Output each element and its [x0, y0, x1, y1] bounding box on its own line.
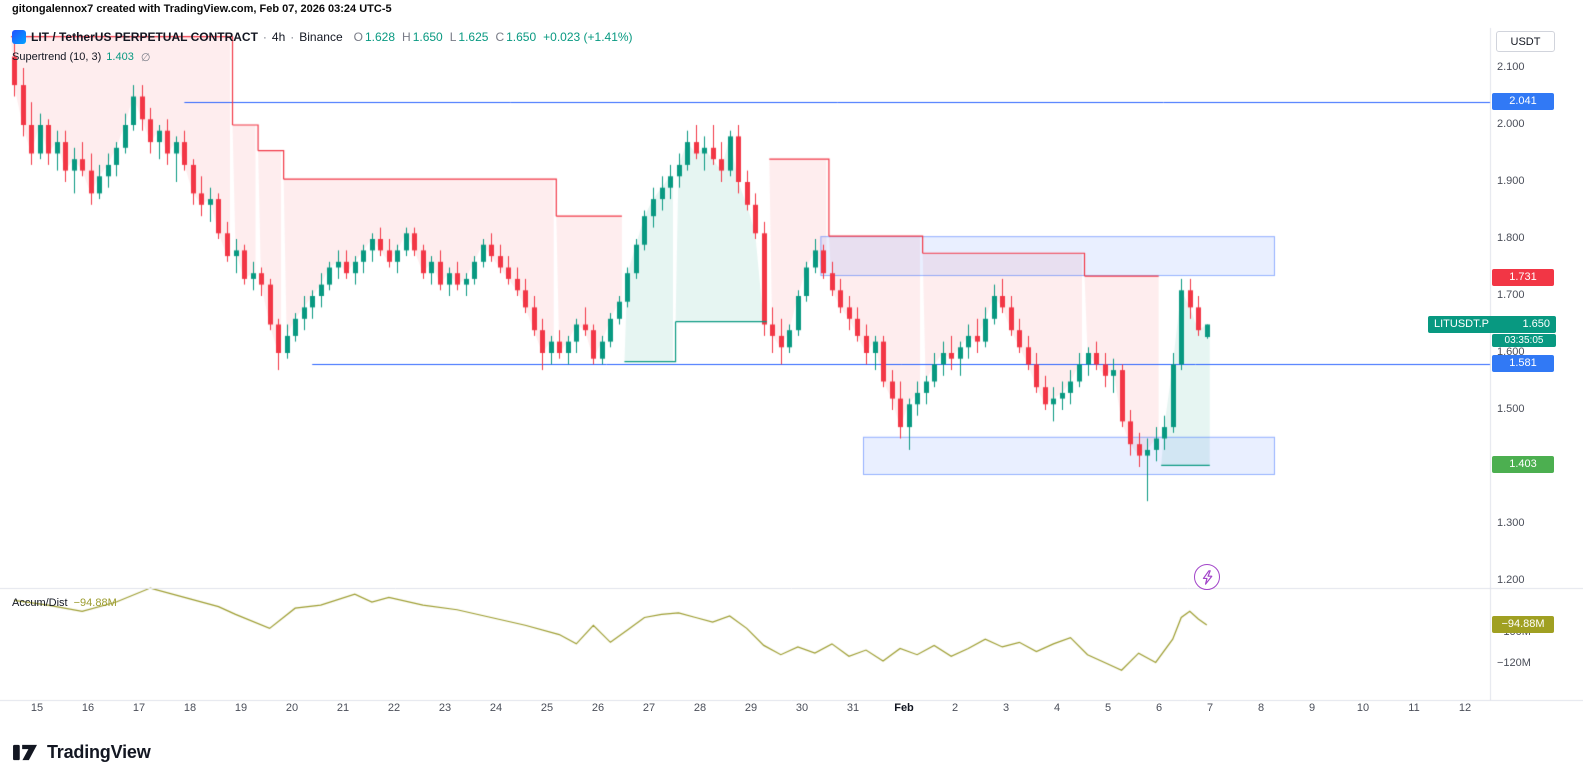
- price-axis-label[interactable]: 2.000: [1497, 118, 1525, 130]
- price-line-badge: 1.731: [1492, 269, 1554, 287]
- lightning-icon: [1202, 569, 1212, 585]
- time-axis-label[interactable]: 6: [1155, 702, 1163, 714]
- symbol-row: LIT / TetherUS PERPETUAL CONTRACT · 4h ·…: [12, 28, 638, 46]
- time-axis-label[interactable]: 27: [642, 702, 656, 714]
- price-axis-label[interactable]: 2.100: [1497, 61, 1525, 73]
- low-value: 1.625: [458, 30, 489, 44]
- time-axis-label[interactable]: 31: [846, 702, 860, 714]
- ad-axis-label[interactable]: −120M: [1497, 657, 1531, 669]
- quick-trade-button[interactable]: [1194, 564, 1220, 590]
- time-axis-label[interactable]: 9: [1308, 702, 1316, 714]
- time-axis-label[interactable]: 19: [234, 702, 248, 714]
- time-axis-label[interactable]: 4: [1053, 702, 1061, 714]
- symbol-logo: [12, 30, 26, 44]
- time-axis-label[interactable]: 16: [81, 702, 95, 714]
- price-axis-label[interactable]: 1.300: [1497, 517, 1525, 529]
- time-axis-label[interactable]: 18: [183, 702, 197, 714]
- time-axis-label[interactable]: 26: [591, 702, 605, 714]
- currency-toggle-button[interactable]: USDT: [1496, 31, 1555, 52]
- time-axis-label[interactable]: 5: [1104, 702, 1112, 714]
- ad-indicator-title[interactable]: Accum/Dist: [12, 597, 68, 609]
- interval-label[interactable]: 4h: [271, 30, 286, 44]
- price-axis-label[interactable]: 1.900: [1497, 175, 1525, 187]
- close-label: C: [495, 30, 505, 44]
- low-label: L: [449, 30, 457, 44]
- change-value: +0.023 (+1.41%): [543, 30, 633, 44]
- badge-price: 1.650: [1522, 317, 1550, 330]
- time-axis-label[interactable]: 30: [795, 702, 809, 714]
- ad-indicator-value: −94.88M: [73, 597, 117, 609]
- price-line-badge: 1.403: [1492, 456, 1554, 474]
- time-axis-label[interactable]: 10: [1356, 702, 1370, 714]
- price-line-badge: 2.041: [1492, 92, 1554, 110]
- time-axis-label[interactable]: 29: [744, 702, 758, 714]
- time-axis-label[interactable]: 24: [489, 702, 503, 714]
- time-axis-label[interactable]: 23: [438, 702, 452, 714]
- tradingview-mark-icon: [13, 744, 37, 761]
- time-axis-label[interactable]: 25: [540, 702, 554, 714]
- time-axis-label[interactable]: 17: [132, 702, 146, 714]
- indicator-row: Supertrend (10, 3) 1.403 ∅: [12, 48, 638, 66]
- time-axis-label[interactable]: 2: [951, 702, 959, 714]
- high-value: 1.650: [412, 30, 443, 44]
- indicator-menu-icon[interactable]: ∅: [140, 51, 151, 64]
- badge-symbol: LITUSDT.P: [1434, 317, 1490, 330]
- price-line-badge: 1.581: [1492, 354, 1554, 372]
- high-label: H: [402, 30, 411, 44]
- time-axis-label[interactable]: 15: [30, 702, 44, 714]
- tradingview-logo[interactable]: TradingView: [12, 741, 151, 764]
- time-axis-label[interactable]: 20: [285, 702, 299, 714]
- indicator-title[interactable]: Supertrend (10, 3): [12, 51, 102, 63]
- time-axis-label[interactable]: 22: [387, 702, 401, 714]
- time-axis-label[interactable]: Feb: [894, 702, 914, 714]
- tradingview-wordmark: TradingView: [47, 742, 151, 762]
- open-label: O: [353, 30, 363, 44]
- time-axis-label[interactable]: 7: [1206, 702, 1214, 714]
- time-axis-label[interactable]: 8: [1257, 702, 1265, 714]
- separator-dot: ·: [262, 30, 267, 44]
- time-axis-label[interactable]: 3: [1002, 702, 1010, 714]
- ohlc-readout: O 1.628 H 1.650 L 1.625 C 1.650 +0.023 (…: [354, 30, 638, 44]
- price-axis-label[interactable]: 1.200: [1497, 574, 1525, 586]
- separator-dot: ·: [290, 30, 295, 44]
- ad-indicator-row: Accum/Dist −94.88M: [12, 597, 117, 609]
- price-axis-label[interactable]: 1.700: [1497, 289, 1525, 301]
- symbol-title[interactable]: LIT / TetherUS PERPETUAL CONTRACT: [31, 30, 258, 44]
- open-value: 1.628: [364, 30, 396, 44]
- countdown-timer: 03:35:05: [1492, 333, 1556, 347]
- indicator-value: 1.403: [106, 51, 134, 63]
- last-price-badge: LITUSDT.P 1.650: [1428, 315, 1556, 333]
- time-axis-label[interactable]: 21: [336, 702, 350, 714]
- close-value: 1.650: [506, 30, 537, 44]
- chart-legend: LIT / TetherUS PERPETUAL CONTRACT · 4h ·…: [12, 28, 638, 66]
- ad-value-badge: −94.88M: [1492, 616, 1554, 634]
- price-axis-label[interactable]: 1.500: [1497, 403, 1525, 415]
- time-axis-label[interactable]: 28: [693, 702, 707, 714]
- exchange-label[interactable]: Binance: [299, 30, 343, 44]
- price-axis-label[interactable]: 1.800: [1497, 232, 1525, 244]
- time-axis-label[interactable]: 12: [1458, 702, 1472, 714]
- time-axis-label[interactable]: 11: [1408, 702, 1420, 714]
